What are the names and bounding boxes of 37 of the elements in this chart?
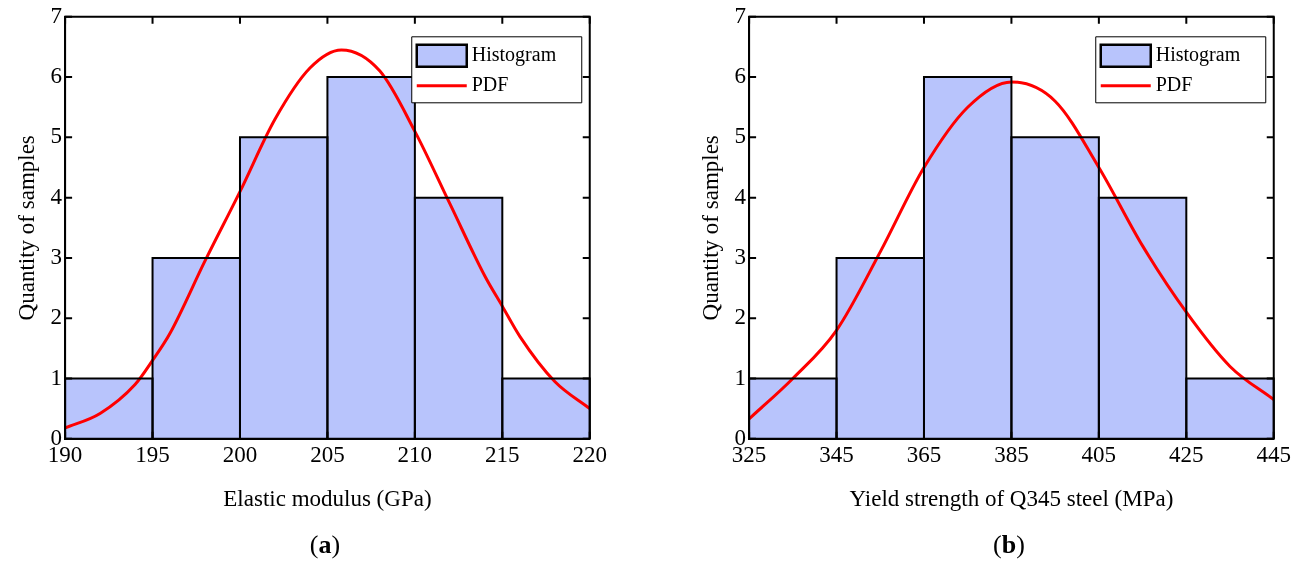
legend-label: Histogram (1155, 43, 1241, 67)
text: (b) (992, 530, 1026, 560)
x-axis-title: Yield strength of Q345 steel (MPa) (849, 486, 1174, 512)
y-tick-label: 7 (734, 2, 747, 28)
y-tick-label: 4 (734, 183, 747, 209)
x-tick-label: 385 (994, 441, 1029, 467)
text: (a) (308, 530, 342, 560)
legend-label: Histogram (471, 43, 557, 67)
x-tick-label: 345 (819, 441, 854, 467)
y-tick-label: 1 (734, 364, 747, 390)
y-tick-label: 3 (50, 243, 63, 269)
y-tick-label: 1 (50, 364, 63, 390)
y-tick-label: 3 (734, 243, 747, 269)
x-tick-label: 365 (906, 441, 942, 467)
x-tick-label: 210 (397, 441, 433, 467)
x-tick-label: 215 (485, 441, 520, 467)
x-axis-title: Elastic modulus (GPa) (223, 486, 432, 512)
x-tick-label: 445 (1256, 441, 1291, 467)
x-tick-label: 195 (135, 441, 170, 467)
y-tick-label: 2 (734, 304, 747, 330)
y-tick-label: 6 (734, 63, 747, 89)
y-tick-label: 4 (50, 183, 63, 209)
x-tick-label: 405 (1081, 441, 1117, 467)
x-tick-label: 205 (310, 441, 345, 467)
y-tick-label: 2 (50, 304, 63, 330)
y-tick-label: 5 (734, 123, 747, 149)
y-tick-label: 5 (50, 123, 63, 149)
y-axis-title: Quantity of samples (697, 135, 723, 321)
y-tick-label: 7 (50, 2, 63, 28)
x-tick-label: 220 (572, 441, 607, 467)
legend-label: PDF (1155, 73, 1193, 96)
y-tick-label: 6 (50, 63, 63, 89)
line-series (65, 48, 590, 430)
x-tick-label: 425 (1169, 441, 1204, 467)
legend-label: PDF (471, 73, 509, 96)
x-tick-label: 200 (222, 441, 258, 467)
y-axis-title: Quantity of samples (13, 135, 39, 321)
